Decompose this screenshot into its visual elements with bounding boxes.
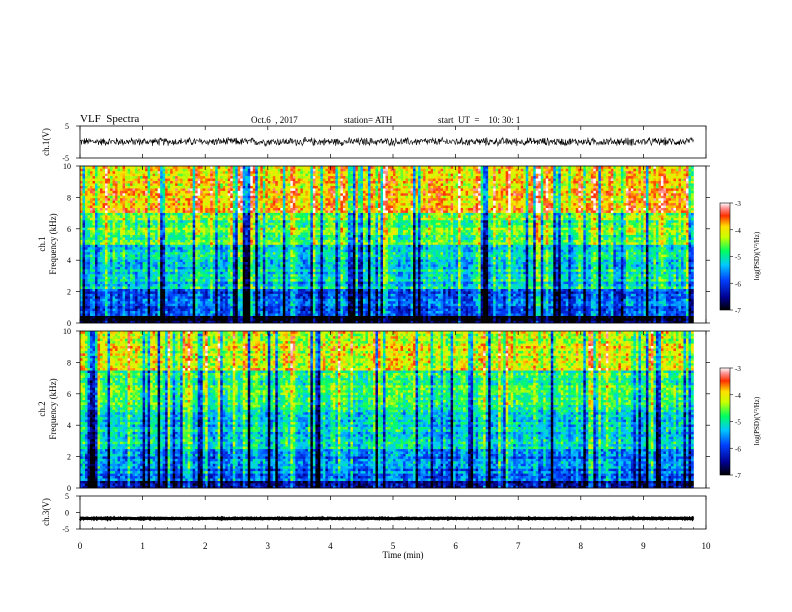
ch3-waveform-ylabel: ch.3(V): [41, 498, 51, 526]
ch2-colorbar-gradient: [720, 368, 730, 475]
ch2-colorbar-ticks: -3 -4 -5 -6 -7: [730, 365, 741, 480]
waveform-line: [80, 518, 694, 519]
ch1-waveform-series: [80, 137, 694, 146]
panel-ch3-waveform: 5 0 -5 ch.3(V): [41, 492, 706, 534]
ch1-colorbar-ticks: -3 -4 -5 -6 -7: [730, 200, 741, 315]
x-axis-label: Time (min): [383, 550, 424, 560]
y-tick-label: 8: [67, 358, 71, 367]
y-tick-label: 2: [67, 453, 71, 462]
ch1-spectrogram-ylabel-channel: ch.1: [37, 236, 47, 251]
y-tick-label: 6: [67, 225, 71, 234]
ch1-colorbar: -3 -4 -5 -6 -7 log(PSD)(V²/Hz): [720, 200, 761, 315]
x-tick-label: 2: [203, 541, 208, 551]
x-tick-label: 0: [78, 541, 83, 551]
x-tick-label: 8: [579, 541, 584, 551]
colorbar-tick-label: -4: [735, 227, 741, 235]
colorbar-tick-label: -6: [735, 445, 741, 453]
y-tick-label: -5: [62, 525, 69, 534]
ch1-colorbar-gradient: [720, 203, 730, 310]
ch2-colorbar: -3 -4 -5 -6 -7 log(PSD)(V²/Hz): [720, 365, 761, 480]
ch1-waveform-y-axis: 5-5: [62, 122, 80, 163]
colorbar-tick-label: -5: [735, 254, 741, 262]
colorbar-tick-label: -4: [735, 392, 741, 400]
colorbar-tick-label: -6: [735, 280, 741, 288]
ch2-spectrogram-ylabel-frequency: Frequency (kHz): [48, 378, 58, 439]
x-tick-label: 4: [328, 541, 333, 551]
y-tick-label: 0: [65, 509, 69, 518]
colorbar-tick-label: -7: [735, 472, 741, 480]
x-tick-label: 6: [453, 541, 458, 551]
y-tick-label: 10: [63, 162, 71, 171]
ch2-spectrogram-ylabel-channel: ch.2: [37, 401, 47, 416]
waveform-line: [80, 137, 694, 146]
ch3-waveform-y-axis: 5 0 -5: [62, 492, 80, 534]
colorbar-tick-label: -7: [735, 307, 741, 315]
x-tick-label: 7: [516, 541, 521, 551]
ch1-waveform-ylabel: ch.1(V): [41, 128, 51, 156]
y-tick-label: 4: [67, 256, 71, 265]
ch1-colorbar-label: log(PSD)(V²/Hz): [753, 231, 761, 280]
y-tick-label: 8: [67, 193, 71, 202]
ch1-spectrogram-ylabel-frequency: Frequency (kHz): [48, 213, 58, 274]
y-tick-label: 6: [67, 390, 71, 399]
ch2-colorbar-label: log(PSD)(V²/Hz): [753, 396, 761, 445]
ch2-spectrogram-heatmap: [80, 331, 694, 488]
panel-ch1-waveform: 5-5 ch.1(V): [41, 122, 706, 163]
y-tick-label: 10: [63, 327, 71, 336]
colorbar-tick-label: -3: [735, 365, 741, 373]
ch3-waveform-frame: [80, 496, 706, 529]
x-tick-label: 10: [702, 541, 712, 551]
x-tick-label: 3: [266, 541, 271, 551]
ch1-spectrogram-heatmap: [80, 166, 694, 323]
y-tick-label: 4: [67, 421, 71, 430]
ch3-waveform-series: [80, 518, 694, 519]
y-tick-label: 5: [65, 122, 69, 131]
x-tick-label: 1: [140, 541, 145, 551]
y-tick-label: 2: [67, 288, 71, 297]
colorbar-tick-label: -5: [735, 419, 741, 427]
colorbar-tick-label: -3: [735, 200, 741, 208]
x-tick-label: 9: [641, 541, 646, 551]
y-tick-label: 5: [65, 492, 69, 501]
